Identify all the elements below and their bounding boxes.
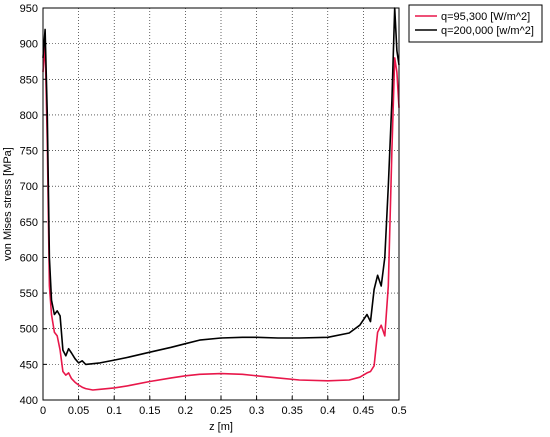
legend-label-series-2: q=200,000 [w/m^2] [441,25,534,37]
x-tick-label: 0.35 [281,405,302,417]
y-tick-label: 550 [20,288,38,300]
series-line-2 [42,7,400,366]
x-axis-label: z [m] [209,421,233,433]
y-tick-label: 450 [20,359,38,371]
x-tick-label: 0 [40,405,46,417]
series-layer [42,7,400,391]
series-line-1 [42,42,400,391]
y-tick-label: 500 [20,324,38,336]
y-tick-label: 950 [20,3,38,15]
x-tick-label: 0.4 [320,405,335,417]
y-tick-label: 900 [20,39,38,51]
y-tick-label: 650 [20,217,38,229]
y-tick-label: 800 [20,110,38,122]
x-tick-label: 0.45 [353,405,374,417]
legend-box [408,4,543,43]
y-tick-label: 750 [20,146,38,158]
y-axis-label: von Mises stress [MPa] [2,147,14,261]
x-tick-label: 0.2 [178,405,193,417]
x-tick-label: 0.3 [249,405,264,417]
legend-label-series-1: q=95,300 [W/m^2] [441,11,530,23]
y-tick-label: 700 [20,181,38,193]
y-tick-label: 600 [20,252,38,264]
grid-lines [43,8,399,400]
x-tick-label: 0.1 [107,405,122,417]
x-tick-label: 0.25 [210,405,231,417]
x-tick-label: 0.15 [139,405,160,417]
y-tick-label: 850 [20,74,38,86]
x-tick-label: 0.5 [391,405,406,417]
legend: q=95,300 [W/m^2] q=200,000 [w/m^2] [408,4,543,43]
x-tick-label: 0.05 [68,405,89,417]
axis-ticks: 0 0.05 0.1 0.15 0.2 0.25 0.3 0.35 0.4 0.45 0.5 400 4… [20,3,407,417]
y-tick-label: 400 [20,395,38,407]
